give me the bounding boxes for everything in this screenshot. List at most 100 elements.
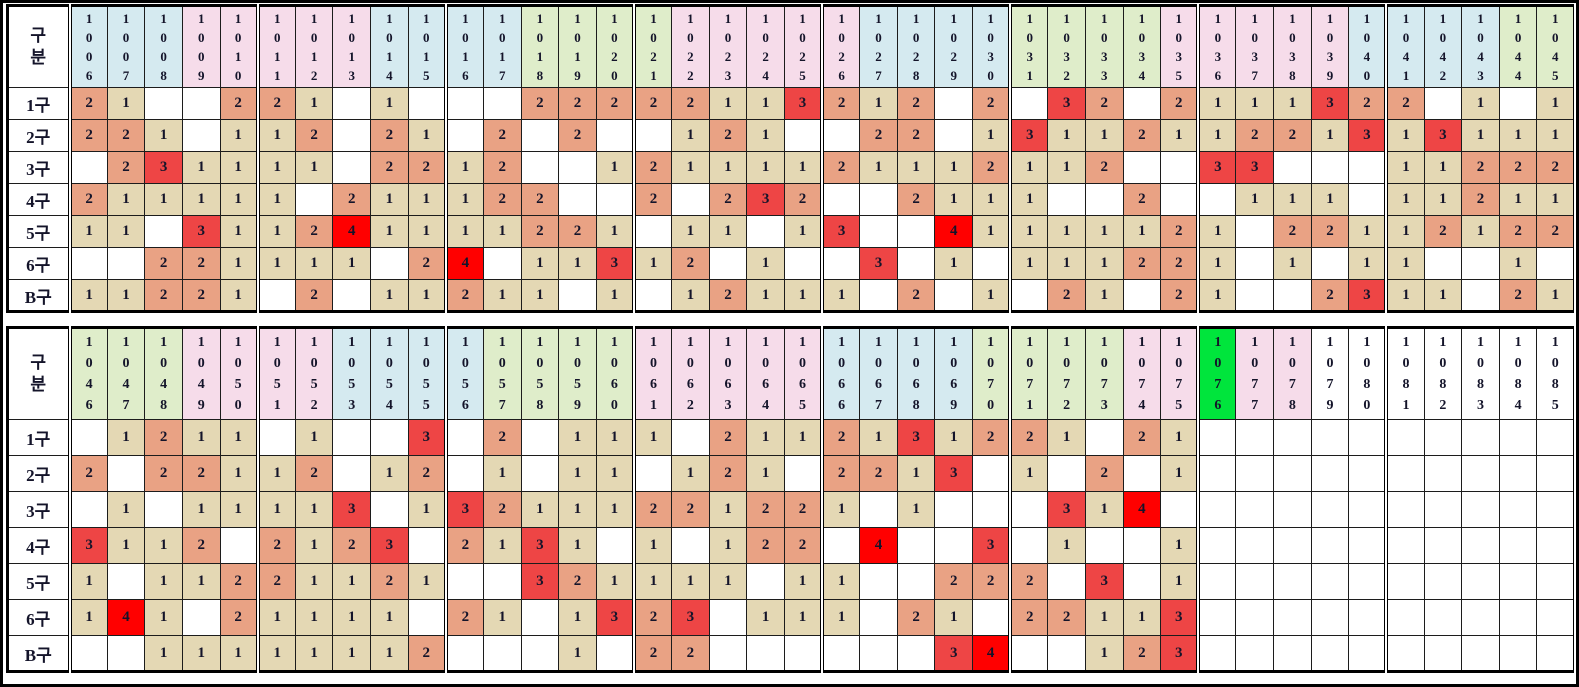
cell-1034-2gu: 2 (1122, 119, 1162, 152)
table-row-6gu: 6구 1 4 1 2 1 1 1 1 2 1 1 3 2 3 1 1 1 2 1 2 2 1 1 3 (7, 599, 1576, 636)
cell-1049-2gu: 2 (181, 455, 221, 492)
cell-1014-1gu: 1 (370, 87, 409, 120)
cell-1035-5gu: 2 (1160, 215, 1201, 248)
cell-1034-1gu (1122, 87, 1162, 120)
row-label-Bgu: B구 (7, 635, 72, 672)
cell-1072-Bgu (1047, 635, 1086, 672)
cell-1054-2gu: 1 (370, 455, 409, 492)
cell-1017-1gu (482, 87, 522, 120)
cell-1061-5gu: 1 (633, 563, 672, 600)
cell-1050-3gu: 1 (219, 491, 260, 528)
cell-1041-4gu: 1 (1385, 183, 1425, 216)
cell-1006-2gu: 2 (69, 119, 108, 152)
cell-1025-2gu (783, 119, 824, 152)
cell-1035-2gu: 1 (1160, 119, 1201, 152)
cell-1013-6gu: 1 (332, 247, 371, 280)
cell-1036-3gu: 3 (1197, 151, 1237, 184)
cell-1057-4gu: 1 (482, 527, 522, 564)
cell-1064-Bgu (746, 635, 785, 672)
cell-1050-5gu: 2 (219, 563, 260, 600)
cell-1025-5gu: 1 (783, 215, 824, 248)
cell-1069-4gu (934, 527, 973, 564)
cell-1037-3gu: 3 (1235, 151, 1274, 184)
column-header-1026: 1 0 2 6 (821, 5, 861, 88)
cell-1033-6gu: 1 (1084, 247, 1124, 280)
cell-1024-Bgu: 1 (746, 279, 785, 312)
cell-1030-Bgu: 1 (972, 279, 1013, 312)
cell-1067-1gu: 1 (859, 419, 898, 456)
cell-1013-3gu (332, 151, 371, 184)
cell-1058-2gu (520, 455, 560, 492)
cell-1069-3gu (934, 491, 973, 528)
cell-1079-3gu (1310, 491, 1350, 528)
cell-1030-5gu: 1 (972, 215, 1013, 248)
cell-1027-6gu: 3 (859, 247, 898, 280)
cell-1008-4gu: 1 (144, 183, 183, 216)
cell-1007-5gu: 1 (106, 215, 146, 248)
cell-1083-4gu (1461, 527, 1500, 564)
cell-1048-1gu: 2 (144, 419, 183, 456)
cell-1034-Bgu (1122, 279, 1162, 312)
cell-1022-Bgu: 1 (671, 279, 710, 312)
cell-1061-2gu (633, 455, 672, 492)
cell-1082-4gu (1423, 527, 1463, 564)
cell-1067-3gu (859, 491, 898, 528)
cell-1042-1gu (1423, 87, 1463, 120)
cell-1049-3gu: 1 (181, 491, 221, 528)
cell-1039-6gu (1310, 247, 1350, 280)
cell-1081-3gu (1385, 491, 1425, 528)
cell-1057-2gu: 1 (482, 455, 522, 492)
cell-1064-6gu: 1 (746, 599, 785, 636)
cell-1044-5gu: 2 (1498, 215, 1538, 248)
cell-1028-Bgu: 2 (896, 279, 936, 312)
column-header-1040: 1 0 4 0 (1348, 5, 1389, 88)
cell-1074-2gu (1122, 455, 1162, 492)
cell-1013-Bgu (332, 279, 371, 312)
column-header-1028: 1 0 2 8 (896, 5, 936, 88)
cell-1078-5gu (1273, 563, 1312, 600)
cell-1076-1gu (1197, 419, 1237, 456)
cell-1030-4gu: 1 (972, 183, 1013, 216)
cell-1040-Bgu: 3 (1348, 279, 1389, 312)
cell-1032-3gu: 1 (1047, 151, 1086, 184)
cell-1013-5gu: 4 (332, 215, 371, 248)
cell-1032-4gu (1047, 183, 1086, 216)
cell-1024-1gu: 1 (746, 87, 785, 120)
cell-1024-2gu: 1 (746, 119, 785, 152)
cell-1048-3gu (144, 491, 183, 528)
cell-1033-2gu: 1 (1084, 119, 1124, 152)
cell-1077-1gu (1235, 419, 1274, 456)
cell-1062-2gu: 1 (671, 455, 710, 492)
corner-label: 구 분 (7, 5, 72, 88)
cell-1073-4gu (1084, 527, 1124, 564)
cell-1011-4gu: 1 (257, 183, 296, 216)
row-label-4gu: 4구 (7, 183, 72, 216)
cell-1047-6gu: 4 (106, 599, 146, 636)
cell-1053-Bgu: 1 (332, 635, 371, 672)
cell-1054-1gu (370, 419, 409, 456)
column-header-1051: 1 0 5 1 (257, 327, 296, 420)
cell-1029-2gu (934, 119, 973, 152)
cell-1019-2gu: 2 (558, 119, 597, 152)
cell-1040-5gu: 1 (1348, 215, 1389, 248)
cell-1033-3gu: 2 (1084, 151, 1124, 184)
cell-1057-3gu: 2 (482, 491, 522, 528)
cell-1069-5gu: 2 (934, 563, 973, 600)
cell-1084-1gu (1498, 419, 1538, 456)
corner-label: 구 분 (7, 327, 72, 420)
cell-1066-2gu: 2 (821, 455, 861, 492)
cell-1023-5gu: 1 (708, 215, 748, 248)
cell-1073-6gu: 1 (1084, 599, 1124, 636)
cell-1024-5gu (746, 215, 785, 248)
cell-1053-3gu: 3 (332, 491, 371, 528)
cell-1041-3gu: 1 (1385, 151, 1425, 184)
cell-1079-5gu (1310, 563, 1350, 600)
cell-1068-6gu: 2 (896, 599, 936, 636)
cell-1012-4gu (294, 183, 334, 216)
cell-1031-1gu (1009, 87, 1049, 120)
cell-1019-1gu: 2 (558, 87, 597, 120)
cell-1031-3gu: 1 (1009, 151, 1049, 184)
cell-1021-1gu: 2 (633, 87, 672, 120)
cell-1006-6gu (69, 247, 108, 280)
